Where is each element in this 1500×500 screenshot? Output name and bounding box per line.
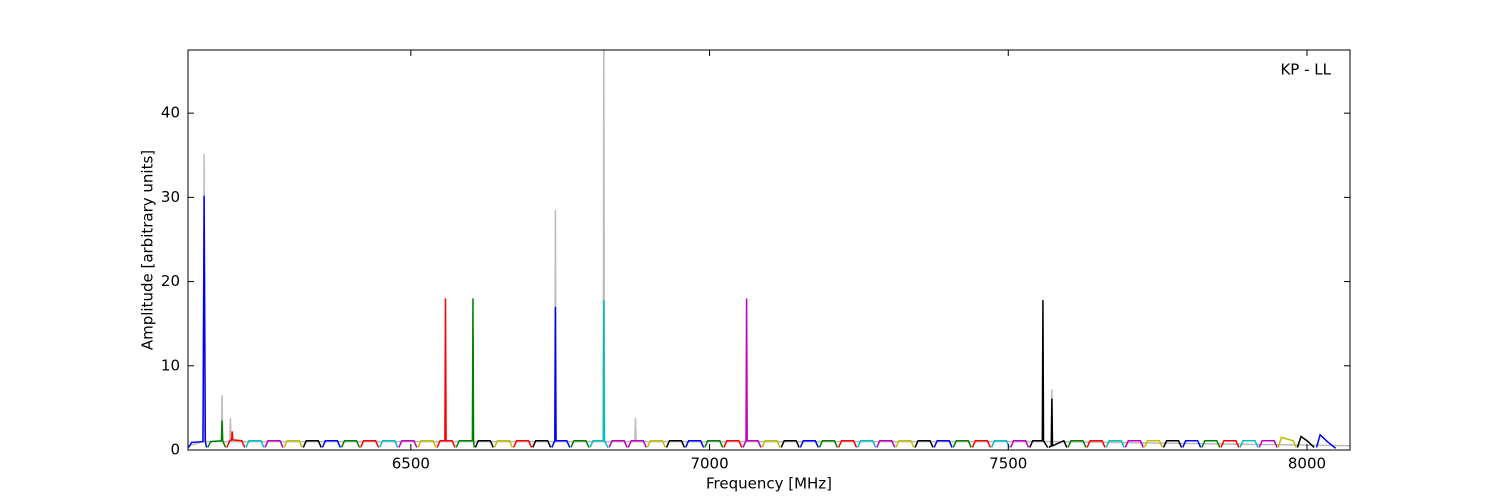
spectrum-line bbox=[207, 420, 227, 448]
spectrum-line bbox=[417, 439, 437, 448]
spectrum-line bbox=[1201, 439, 1221, 448]
spectrum-line bbox=[245, 439, 265, 448]
spectrum-line bbox=[283, 439, 303, 448]
spectrum-line bbox=[933, 439, 953, 448]
spectrum-line bbox=[1162, 439, 1183, 448]
spectrum-line bbox=[1105, 439, 1125, 448]
y-tick-label: 0 bbox=[170, 441, 180, 459]
spectrum-line bbox=[226, 431, 246, 448]
spectrum-line bbox=[455, 298, 475, 448]
spectrum-line bbox=[627, 439, 647, 448]
spectrum-line bbox=[1258, 439, 1278, 448]
spectrum-line bbox=[436, 298, 456, 448]
spectrum-line bbox=[1182, 439, 1202, 448]
x-tick-label: 7500 bbox=[989, 455, 1027, 473]
spectrum-line bbox=[1029, 300, 1049, 448]
annotation: KP - LL bbox=[1280, 61, 1331, 79]
spectrum-line bbox=[895, 439, 915, 448]
spectrum-line bbox=[379, 439, 399, 448]
spectrum-line bbox=[684, 439, 705, 448]
spectrum-line bbox=[646, 439, 667, 448]
x-tick-label: 8000 bbox=[1288, 455, 1326, 473]
spectrum-line bbox=[971, 439, 992, 448]
spectrum-line bbox=[799, 439, 819, 448]
spectrum-line bbox=[188, 50, 1350, 447]
spectrum-line bbox=[723, 439, 743, 448]
spectrum-line bbox=[1009, 439, 1030, 448]
spectrum-line bbox=[1277, 436, 1297, 448]
y-tick-label: 20 bbox=[161, 272, 180, 290]
spectrum-line bbox=[818, 439, 839, 448]
spectrum-line bbox=[570, 439, 590, 448]
spectrum-line bbox=[1315, 433, 1337, 449]
spectrum-line bbox=[1220, 439, 1240, 448]
y-tick-label: 40 bbox=[161, 104, 180, 122]
spectrum-line bbox=[857, 439, 877, 448]
spectrum-line bbox=[1124, 439, 1144, 448]
spectrum-line bbox=[704, 439, 724, 448]
spectrum-line bbox=[761, 439, 781, 448]
spectrum-line bbox=[589, 300, 609, 448]
spectrum-line bbox=[188, 195, 208, 448]
spectrum-line bbox=[264, 439, 284, 448]
spectrum-line bbox=[914, 439, 934, 448]
spectrum-line bbox=[1239, 439, 1259, 448]
spectrum-line bbox=[359, 439, 380, 448]
spectrum-line bbox=[608, 439, 628, 448]
spectrum-line bbox=[321, 439, 342, 448]
spectrum-line bbox=[1296, 435, 1315, 449]
y-tick-label: 30 bbox=[161, 188, 180, 206]
spectrum-line bbox=[665, 439, 686, 448]
spectrum-line bbox=[742, 298, 762, 448]
spectrum-line bbox=[1086, 439, 1106, 448]
spectrum-line bbox=[398, 439, 418, 448]
spectrum-line bbox=[474, 439, 494, 448]
axes-frame bbox=[187, 49, 1351, 451]
spectrum-line bbox=[532, 439, 552, 448]
spectrum-line bbox=[512, 439, 533, 448]
spectrum-line bbox=[837, 439, 858, 448]
spectrum-line bbox=[551, 306, 571, 448]
spectrum-line bbox=[1048, 398, 1068, 449]
x-axis-label: Frequency [MHz] bbox=[706, 475, 832, 493]
spectrum-line bbox=[302, 439, 322, 448]
y-axis-label: Amplitude [arbitrary units] bbox=[139, 150, 157, 350]
spectrum-line bbox=[1143, 439, 1164, 448]
spectrum-line bbox=[780, 439, 800, 448]
spectrum-line bbox=[1067, 439, 1087, 448]
y-tick-label: 10 bbox=[161, 356, 180, 374]
spectrum-line bbox=[493, 439, 514, 448]
spectrum-line bbox=[952, 439, 972, 448]
x-tick-label: 6500 bbox=[392, 455, 430, 473]
spectrum-line bbox=[876, 439, 896, 448]
plot-area bbox=[188, 50, 1350, 449]
spectrum-line bbox=[340, 439, 361, 448]
x-tick-label: 7000 bbox=[690, 455, 728, 473]
